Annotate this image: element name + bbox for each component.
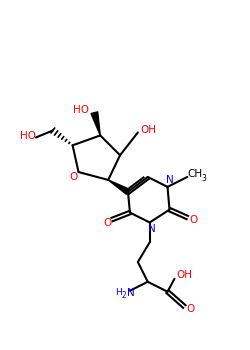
Text: N: N xyxy=(127,288,135,298)
Text: 3: 3 xyxy=(202,174,206,183)
Text: OH: OH xyxy=(141,125,157,134)
Text: N: N xyxy=(166,175,173,185)
Text: 2: 2 xyxy=(122,291,126,300)
Text: O: O xyxy=(103,218,111,229)
Text: HO: HO xyxy=(20,132,36,141)
Text: O: O xyxy=(189,215,197,224)
Text: N: N xyxy=(148,224,156,234)
Text: H: H xyxy=(115,288,121,297)
Text: O: O xyxy=(186,303,194,314)
Text: HO: HO xyxy=(72,105,88,115)
Text: CH: CH xyxy=(188,169,203,179)
Polygon shape xyxy=(91,112,100,135)
Polygon shape xyxy=(108,180,130,194)
Text: OH: OH xyxy=(176,270,192,280)
Text: O: O xyxy=(70,172,78,182)
